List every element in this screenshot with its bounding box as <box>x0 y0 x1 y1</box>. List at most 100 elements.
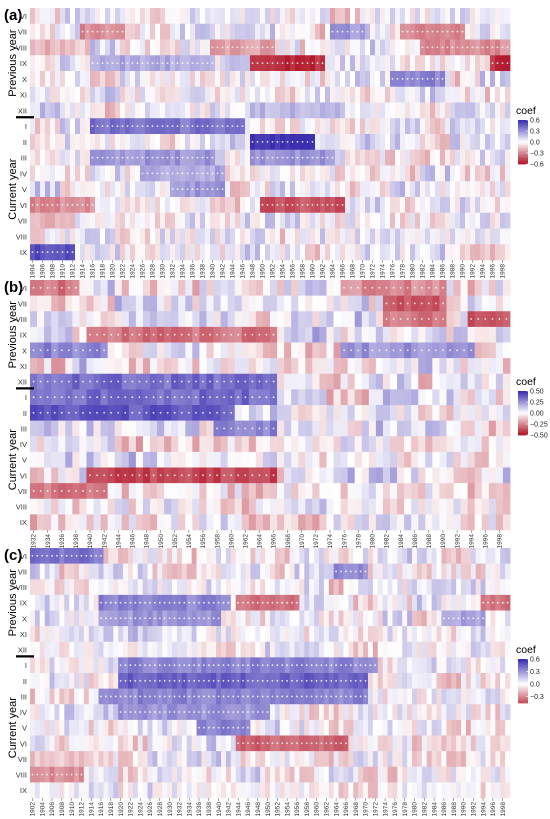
heatmap-cell <box>495 228 501 245</box>
heatmap-cell <box>142 579 148 596</box>
heatmap-cell <box>377 688 384 705</box>
heatmap-cell <box>490 8 496 25</box>
heatmap-cell <box>309 548 315 564</box>
significance-dot <box>173 380 176 383</box>
heatmap-cell <box>318 719 325 736</box>
heatmap-cell <box>319 498 327 515</box>
heatmap-cell <box>502 483 511 500</box>
y-tick-label: XII <box>18 378 27 387</box>
heatmap-cell <box>453 311 461 328</box>
heatmap-cell <box>500 673 506 689</box>
heatmap-cell <box>64 719 70 736</box>
heatmap-cell <box>215 244 221 261</box>
heatmap-cell <box>230 86 236 103</box>
heatmap-cell <box>255 197 261 214</box>
heatmap-cell <box>330 244 336 261</box>
significance-dot <box>411 77 414 80</box>
heatmap-cell <box>450 181 456 198</box>
heatmap-cell <box>402 563 408 580</box>
heatmap-cell <box>480 548 486 564</box>
heatmap-cell <box>500 704 506 721</box>
colorbar-swatch <box>518 156 528 159</box>
heatmap-cell <box>255 610 261 627</box>
colorbar-swatch <box>518 143 528 146</box>
heatmap-cell <box>127 735 134 752</box>
heatmap-cell <box>35 212 41 229</box>
heatmap-cell <box>248 342 257 359</box>
heatmap-cell <box>360 165 366 182</box>
heatmap-cell <box>213 342 221 359</box>
significance-dot <box>491 601 494 604</box>
heatmap-cell <box>460 197 466 214</box>
heatmap-cell <box>190 86 196 103</box>
significance-dot <box>221 188 224 191</box>
significance-dot <box>188 695 191 698</box>
heatmap-cell <box>59 735 65 752</box>
heatmap-cell <box>420 134 426 151</box>
heatmap-cell <box>185 212 191 229</box>
heatmap-cell <box>445 244 451 261</box>
heatmap-cell <box>353 641 359 658</box>
heatmap-cell <box>425 514 433 531</box>
heatmap-cell <box>172 563 178 580</box>
heatmap-cell <box>395 86 401 103</box>
heatmap-cell <box>451 673 457 689</box>
heatmap-cell <box>353 719 359 736</box>
significance-dot <box>194 411 197 414</box>
heatmap-cell <box>105 212 111 229</box>
heatmap-cell <box>155 181 161 198</box>
heatmap-cell <box>387 563 393 580</box>
heatmap-cell <box>114 514 123 531</box>
heatmap-cell <box>192 436 200 453</box>
heatmap-cell <box>135 420 144 437</box>
heatmap-cell <box>211 641 217 658</box>
heatmap-cell <box>505 212 511 229</box>
significance-dot <box>74 396 77 399</box>
heatmap-cell <box>465 8 471 25</box>
heatmap-cell <box>132 735 139 752</box>
heatmap-cell <box>345 134 351 151</box>
heatmap-cell <box>505 641 511 658</box>
heatmap-cell <box>30 579 36 596</box>
heatmap-cell <box>420 197 426 214</box>
heatmap-cell <box>88 610 95 627</box>
heatmap-cell <box>405 165 411 182</box>
heatmap-cell <box>439 436 447 453</box>
heatmap-cell <box>480 134 486 151</box>
colorbar-tick-label: 0.3 <box>530 129 540 136</box>
heatmap-cell <box>340 373 349 390</box>
heatmap-cell <box>319 420 327 437</box>
heatmap-cell <box>234 451 243 468</box>
heatmap-cell <box>347 295 356 312</box>
x-tick-label: 1988 <box>426 534 433 549</box>
heatmap-cell <box>348 719 354 736</box>
significance-dot <box>106 125 109 128</box>
heatmap-cell <box>330 181 336 198</box>
significance-dot <box>271 695 274 698</box>
colorbar-swatch <box>518 146 528 149</box>
significance-dot <box>211 46 214 49</box>
heatmap-cell <box>54 610 60 627</box>
heatmap-cell <box>248 280 257 296</box>
significance-dot <box>145 474 148 477</box>
heatmap-cell <box>191 563 197 580</box>
heatmap-cell <box>240 55 246 72</box>
heatmap-cell <box>121 451 130 468</box>
heatmap-cell <box>140 86 146 103</box>
significance-dot <box>111 62 114 65</box>
heatmap-cell <box>432 451 440 468</box>
heatmap-cell <box>465 71 471 88</box>
heatmap-cell <box>40 134 46 151</box>
heatmap-cell <box>440 8 446 25</box>
significance-dot <box>81 30 84 33</box>
heatmap-cell <box>340 467 349 484</box>
heatmap-cell <box>338 626 344 643</box>
significance-dot <box>134 617 137 620</box>
heatmap-cell <box>505 228 511 245</box>
heatmap-cell <box>90 244 96 261</box>
colorbar-swatch <box>518 128 528 131</box>
heatmap-cell <box>35 8 41 25</box>
significance-dot <box>173 695 176 698</box>
heatmap-cell <box>155 197 161 214</box>
heatmap-cell <box>107 420 116 437</box>
